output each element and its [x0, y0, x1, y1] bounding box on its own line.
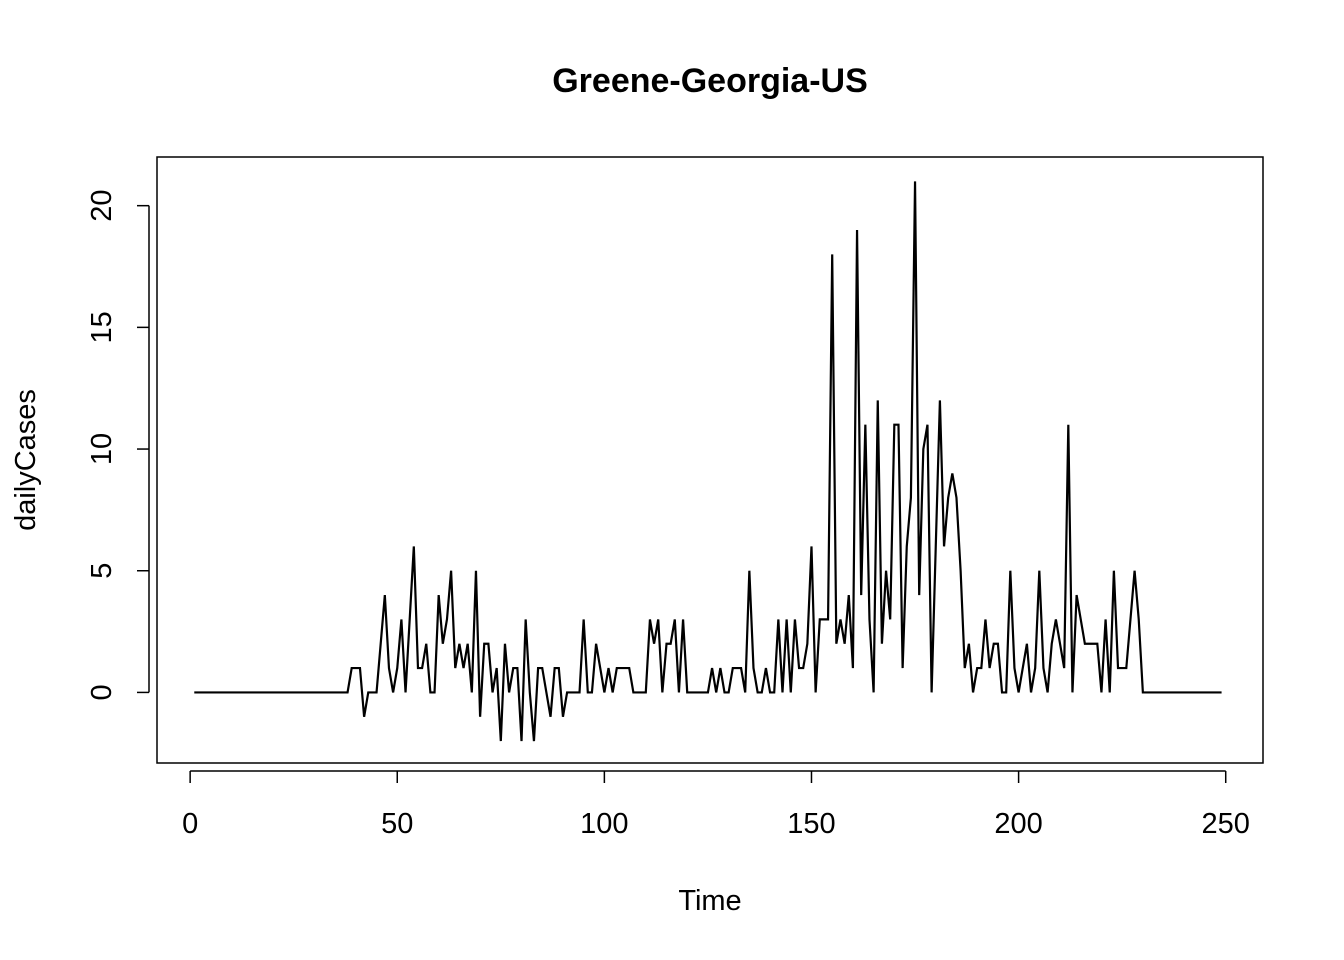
- x-axis-label: Time: [678, 885, 741, 917]
- x-tick-label: 50: [381, 808, 413, 840]
- chart-title: Greene-Georgia-US: [552, 62, 868, 100]
- plot-frame: [156, 156, 1264, 764]
- y-tick-label: 0: [86, 684, 118, 700]
- y-tick-label: 10: [86, 433, 118, 465]
- x-axis: 0 50 100 150 200 250: [182, 770, 1250, 840]
- x-tick-label: 100: [580, 808, 628, 840]
- series-line-dailycases: [194, 181, 1222, 742]
- x-tick-label: 250: [1202, 808, 1250, 840]
- y-axis-label: dailyCases: [10, 389, 42, 531]
- x-tick-label: 150: [787, 808, 835, 840]
- y-tick-label: 20: [86, 190, 118, 222]
- x-tick-label: 200: [994, 808, 1042, 840]
- y-tick-label: 5: [86, 563, 118, 579]
- y-axis: 0 5 10 15 20: [86, 190, 150, 700]
- x-tick-label: 0: [182, 808, 198, 840]
- y-tick-label: 15: [86, 311, 118, 343]
